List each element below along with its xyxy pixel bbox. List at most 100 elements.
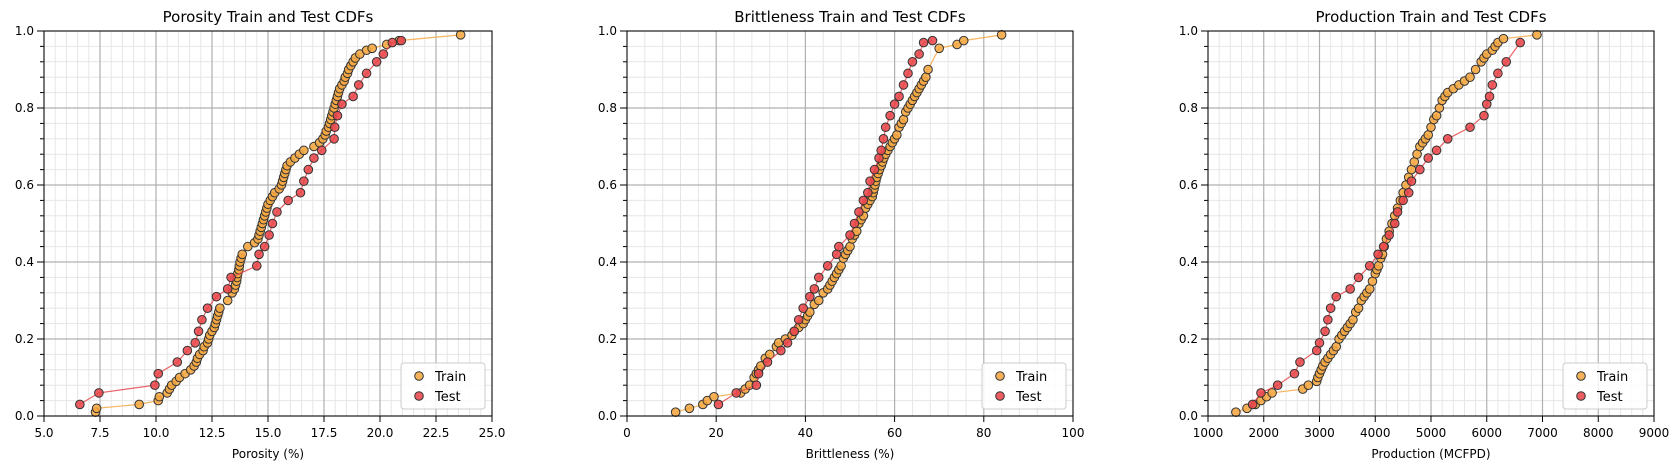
brittleness-test-point [878, 134, 889, 144]
brittleness-test-point [713, 399, 724, 410]
legend-label-train: Train [434, 370, 466, 385]
y-tick-label: 0.6 [598, 178, 617, 192]
production-test-point [1378, 241, 1389, 252]
porosity-test-point [254, 249, 264, 260]
y-tick-label: 0.4 [598, 255, 617, 269]
x-tick-label: 20.0 [367, 426, 394, 440]
x-tick-label: 20 [709, 426, 724, 440]
porosity-test-point [226, 272, 236, 283]
porosity-test-point [190, 338, 200, 348]
porosity-train-point [222, 295, 233, 306]
production-train-point [1498, 33, 1509, 44]
y-tick-label: 0.8 [1179, 101, 1198, 115]
brittleness-train-point [958, 35, 969, 46]
production-test-point [1364, 261, 1375, 271]
y-tick-label: 0.0 [1179, 409, 1198, 423]
porosity-test-point [259, 241, 270, 252]
porosity-test-point [94, 388, 104, 398]
brittleness-test-point [845, 230, 855, 240]
brittleness-train-point [996, 30, 1007, 40]
porosity-train-point [367, 43, 377, 54]
brittleness-legend: Train Test [981, 362, 1067, 410]
production-test-point [1398, 195, 1408, 206]
porosity-test-point [75, 399, 85, 410]
production-test-point [1431, 145, 1442, 156]
y-tick-label: 0.8 [15, 101, 34, 115]
porosity-test-point [202, 303, 213, 314]
legend-marker-train [1576, 371, 1586, 381]
x-tick-label: 80 [976, 426, 991, 440]
legend-marker-test [414, 391, 424, 401]
brittleness-train-point [670, 407, 681, 417]
porosity-test-point [211, 291, 222, 302]
porosity-legend: Train Test [400, 362, 486, 410]
production-train-point [1231, 407, 1241, 417]
legend-marker-test [995, 391, 1005, 401]
brittleness-train-point [923, 64, 933, 75]
production-test-point [1392, 207, 1403, 217]
production-chart-title: Production Train and Test CDFs [1315, 8, 1546, 26]
porosity-test-point [222, 284, 233, 294]
porosity-train-line [94, 34, 461, 413]
porosity-x-axis-label: Porosity (%) [232, 447, 304, 461]
brittleness-test-point [889, 99, 900, 109]
brittleness-test-point [793, 314, 804, 325]
porosity-test-point [396, 35, 407, 46]
legend-label-test: Test [1015, 390, 1042, 405]
y-tick-label: 1.0 [1179, 24, 1198, 38]
x-tick-label: 15.0 [255, 426, 282, 440]
x-tick-label: 60 [887, 426, 902, 440]
brittleness-train-point [934, 43, 945, 54]
production-test-point [1465, 122, 1475, 133]
brittleness-test-point [789, 326, 800, 337]
brittleness-test-point [776, 345, 786, 356]
y-tick-label: 0.8 [598, 101, 617, 115]
porosity-test-point [329, 134, 339, 144]
x-tick-label: 0 [623, 426, 631, 440]
x-tick-label: 7000 [1527, 426, 1558, 440]
brittleness-train-point [813, 295, 824, 306]
legend-label-test: Test [434, 390, 461, 405]
production-test-point [1373, 249, 1383, 260]
y-tick-label: 0.2 [1179, 332, 1198, 346]
porosity-train-point [154, 391, 165, 402]
x-tick-label: 8000 [1583, 426, 1614, 440]
production-test-point [1384, 230, 1394, 240]
porosity-test-point [316, 145, 327, 156]
x-tick-label: 1000 [1193, 426, 1224, 440]
brittleness-train-point [709, 391, 719, 402]
x-tick-label: 12.5 [199, 426, 226, 440]
production-test-point [1515, 37, 1525, 48]
porosity-test-point [272, 207, 282, 217]
porosity-test-point [378, 49, 389, 59]
production-train-point [1470, 64, 1481, 75]
brittleness-test-point [813, 272, 824, 283]
y-tick-label: 0.0 [15, 409, 34, 423]
production-test-point [1314, 338, 1325, 348]
production-train-point [1532, 30, 1542, 40]
production-test-point [1331, 291, 1342, 302]
porosity-test-point [172, 357, 183, 367]
x-tick-label: 100 [1062, 426, 1085, 440]
brittleness-test-point [762, 357, 773, 367]
porosity-test-point [348, 91, 358, 102]
production-test-point [1256, 388, 1266, 398]
production-chart: 1000 2000 3000 4000 5000 6000 7000 8000 9000 0.0 0… [1179, 8, 1669, 461]
y-tick-label: 1.0 [598, 24, 617, 38]
x-tick-label: 4000 [1360, 426, 1391, 440]
production-test-point [1415, 164, 1425, 175]
porosity-test-point [150, 380, 160, 391]
brittleness-test-point [834, 241, 844, 252]
production-test-point [1353, 272, 1364, 283]
x-tick-label: 5000 [1416, 426, 1447, 440]
brittleness-test-point [731, 388, 742, 398]
x-tick-label: 6000 [1471, 426, 1502, 440]
x-tick-label: 7.5 [90, 426, 109, 440]
porosity-test-point [295, 187, 306, 198]
brittleness-test-point [782, 338, 793, 348]
porosity-test-point [283, 195, 293, 206]
x-tick-label: 10.0 [143, 426, 170, 440]
production-test-point [1501, 57, 1512, 67]
porosity-train-point [215, 303, 225, 314]
